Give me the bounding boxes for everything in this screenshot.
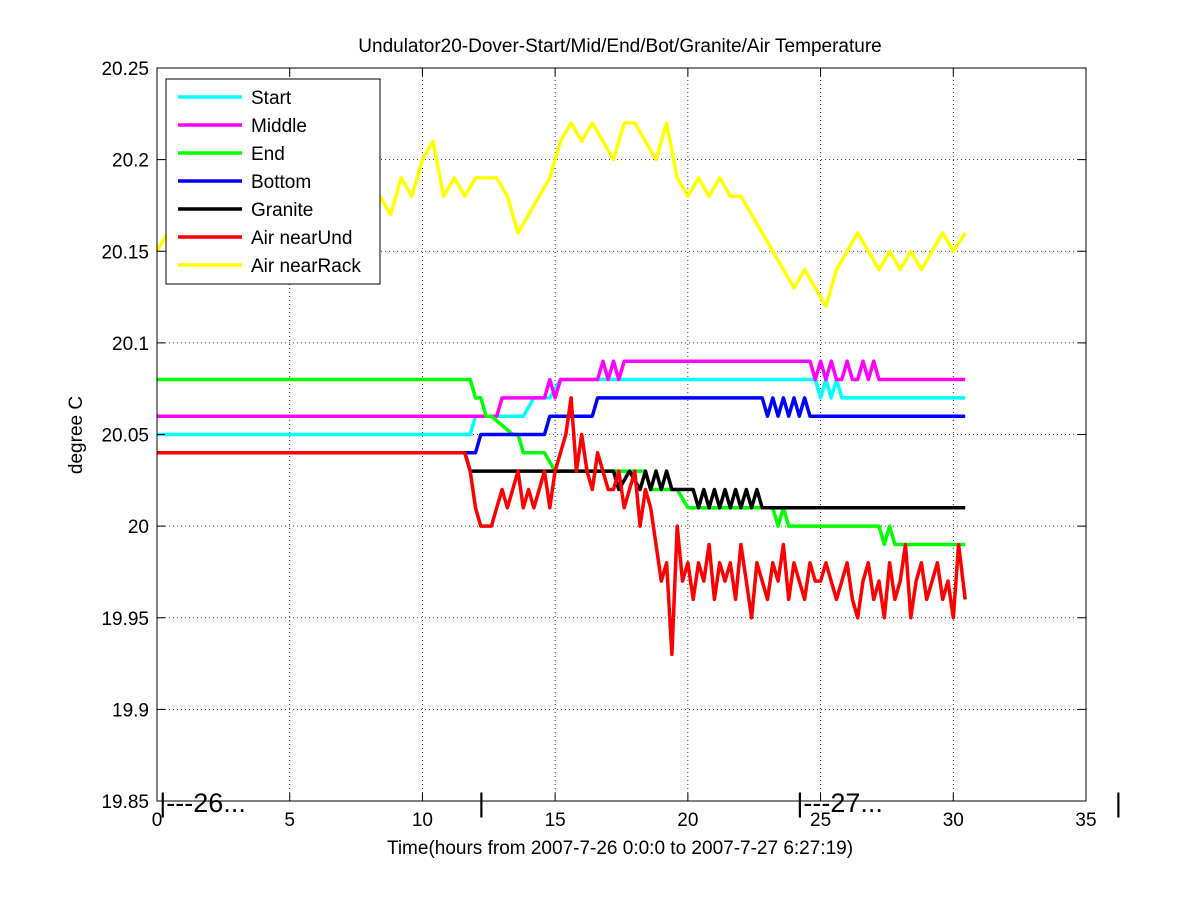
y-tick-label: 20.25 (101, 59, 149, 80)
series-line-bottom (157, 396, 966, 455)
x-tick-label: 15 (545, 810, 566, 831)
legend-label: End (251, 144, 285, 165)
x-tick-label: 10 (412, 810, 433, 831)
chart-title: Undulator20-Dover-Start/Mid/End/Bot/Gran… (358, 36, 881, 57)
series-lines (155, 121, 967, 657)
x-axis-label: Time(hours from 2007-7-26 0:0:0 to 2007-… (387, 838, 853, 859)
y-tick-label: 20.2 (112, 151, 149, 172)
x-tick-label: 35 (1075, 810, 1096, 831)
y-tick-label: 20.05 (101, 426, 149, 447)
y-tick-label: 20.1 (112, 334, 149, 355)
day-marker: |---27... (796, 788, 883, 818)
series-line-end (157, 377, 966, 547)
legend: Start Middle End Bottom Granite Air nearUnd Ai… (165, 78, 381, 285)
series-line-middle (157, 359, 966, 418)
x-tick-label: 0 (152, 810, 163, 831)
x-tick-label: 5 (284, 810, 295, 831)
legend-label: Start (251, 88, 292, 109)
x-tick-label: 20 (677, 810, 698, 831)
legend-label: Granite (251, 200, 313, 221)
x-tick-label: 30 (943, 810, 964, 831)
axis-ticks: 0 5 10 15 20 25 30 35 19.85 19.9 19.95 20 20.05 20.1 2… (101, 59, 1096, 831)
legend-label: Middle (251, 116, 307, 137)
day-marker: | (1115, 788, 1122, 818)
legend-label: Air nearUnd (251, 228, 352, 249)
grid-lines (157, 68, 1086, 801)
series-line-air-nearund (157, 396, 967, 657)
legend-label: Air nearRack (251, 256, 361, 277)
y-tick-label: 20.15 (101, 242, 149, 263)
x-tick-label: 25 (810, 810, 831, 831)
y-axis-label: degree C (66, 396, 87, 474)
day-marker: | (478, 788, 485, 818)
day-markers: |---26... | |---27... | (159, 788, 1122, 818)
y-tick-label: 19.95 (101, 609, 149, 630)
y-tick-label: 19.9 (112, 700, 149, 721)
legend-label: Bottom (251, 172, 311, 193)
y-tick-label: 20 (128, 517, 149, 538)
y-tick-label: 19.85 (101, 792, 149, 813)
day-marker: |---26... (159, 788, 246, 818)
